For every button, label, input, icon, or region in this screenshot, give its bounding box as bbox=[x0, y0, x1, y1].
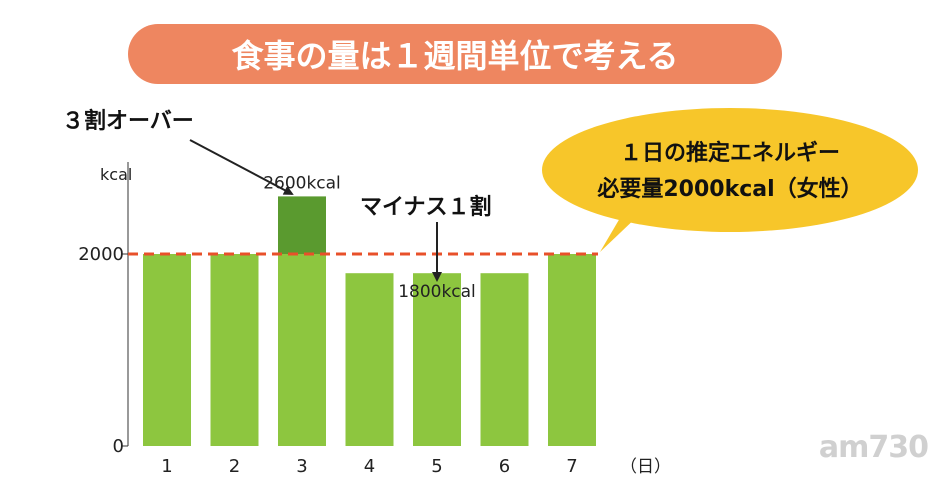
bar-excess-day-3 bbox=[278, 196, 326, 254]
annotation-over: ３割オーバー bbox=[62, 108, 194, 134]
x-tick-label: 2 bbox=[229, 456, 240, 477]
callout-background bbox=[542, 108, 918, 232]
chart-title: 食事の量は１週間単位で考える bbox=[231, 37, 678, 75]
data-label-day-3: 2600kcal bbox=[263, 173, 341, 193]
annotation-over-arrow bbox=[189, 139, 294, 195]
bar-day-5 bbox=[413, 273, 461, 446]
watermark-logo: am730 bbox=[818, 430, 929, 465]
bar-group bbox=[143, 196, 596, 446]
x-tick-label: 6 bbox=[499, 456, 510, 477]
bar-day-1 bbox=[143, 254, 191, 446]
callout-line-2: 必要量2000kcal（女性） bbox=[597, 176, 862, 202]
y-tick-label: 2000 bbox=[78, 244, 124, 265]
chart-axes: kcal 0 2000 1 2 3 4 5 6 7 （日） bbox=[78, 162, 671, 477]
x-axis-unit: （日） bbox=[620, 457, 671, 477]
y-tick-label: 0 bbox=[113, 436, 124, 457]
bar-day-3 bbox=[278, 254, 326, 446]
x-tick-label: 4 bbox=[364, 456, 375, 477]
x-tick-label: 1 bbox=[161, 456, 172, 477]
y-axis-unit: kcal bbox=[100, 165, 132, 184]
bar-day-6 bbox=[480, 273, 529, 446]
x-tick-label: 5 bbox=[431, 456, 442, 477]
title-background bbox=[128, 24, 782, 84]
x-tick-label: 7 bbox=[566, 456, 577, 477]
callout-line-1: １日の推定エネルギー bbox=[620, 140, 840, 166]
callout-pointer bbox=[600, 214, 640, 252]
annotation-minus: マイナス１割 bbox=[360, 194, 492, 220]
bar-day-7 bbox=[548, 254, 596, 446]
x-tick-label: 3 bbox=[296, 456, 307, 477]
chart-title-banner: 食事の量は１週間単位で考える bbox=[128, 24, 782, 84]
bar-day-2 bbox=[210, 254, 259, 446]
bar-day-4 bbox=[345, 273, 394, 446]
data-label-day-5: 1800kcal bbox=[398, 282, 476, 302]
